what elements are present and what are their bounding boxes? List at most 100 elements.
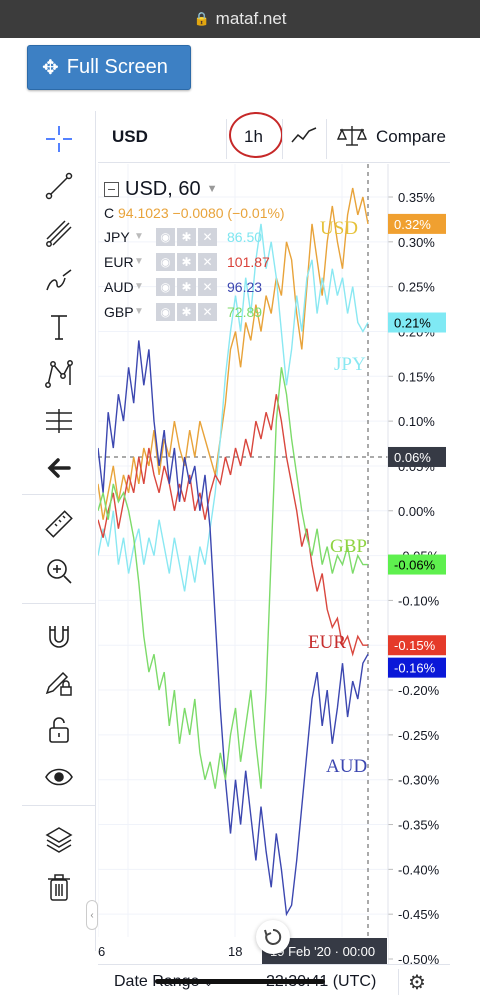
magnet-tool[interactable] <box>22 616 96 656</box>
price-badge-bg <box>388 312 446 333</box>
unlock-icon <box>49 717 69 743</box>
reset-chart-button[interactable] <box>256 920 290 954</box>
delete-tool[interactable] <box>22 867 96 907</box>
legend-series-name: EUR <box>104 253 134 270</box>
text-icon <box>51 315 67 340</box>
back-tool[interactable] <box>22 448 96 488</box>
toolbar-separator <box>22 603 96 604</box>
compare-button[interactable]: Compare <box>376 127 446 146</box>
close-icon[interactable]: ✕ <box>198 277 217 296</box>
series-line-aud <box>97 340 369 917</box>
crosshair-time-label: 19 Feb '20 · 00:00 <box>270 944 375 959</box>
eye-icon[interactable]: ◉ <box>156 302 175 321</box>
chevron-down-icon[interactable]: ▼ <box>134 281 144 292</box>
series-label-jpy: JPY <box>334 354 366 375</box>
layers-tool[interactable] <box>22 820 96 860</box>
lock-drawings-tool[interactable] <box>22 663 96 703</box>
compare-icon[interactable] <box>336 123 368 154</box>
legend-series-name: JPY <box>104 228 130 245</box>
gear-icon[interactable]: ✱ <box>177 227 196 246</box>
trash-icon <box>48 874 70 901</box>
price-badge-label: 0.21% <box>394 316 431 331</box>
close-icon[interactable]: ✕ <box>198 252 217 271</box>
time-axis: 6 18 19 Feb '20 · 00:00 <box>98 937 388 964</box>
close-icon[interactable]: ✕ <box>198 302 217 321</box>
series-label-usd: USD <box>320 218 358 239</box>
trendline-tool[interactable] <box>22 166 96 206</box>
symbol-selector[interactable]: USD <box>112 127 148 146</box>
close-value: 94.1023 <box>118 205 169 221</box>
pattern-icon <box>45 360 73 388</box>
gear-icon[interactable]: ⚙ <box>408 972 426 994</box>
fib-tool[interactable] <box>22 213 96 253</box>
unlock-tool[interactable] <box>22 710 96 750</box>
collapse-legend-icon[interactable] <box>104 181 119 197</box>
line-chart-icon <box>291 127 317 143</box>
legend-series-value: 86.50 <box>227 228 263 245</box>
collapse-toolbar-button[interactable]: ‹ <box>86 900 98 930</box>
legend-series-value: 101.87 <box>227 253 270 270</box>
magnet-icon <box>49 626 69 648</box>
price-badge-bg <box>388 213 446 234</box>
axis-tick-label: 0.10% <box>398 414 435 429</box>
toolbar-divider <box>282 119 283 159</box>
axis-tick-label: -0.40% <box>398 862 440 877</box>
main-symbol-label[interactable]: USD, 60 <box>125 177 201 200</box>
browser-url-bar[interactable]: 🔒 mataf.net <box>0 0 480 38</box>
legend-rows: JPY ▼ ◉ ✱ ✕ 86.50 EUR ▼ ◉ ✱ ✕ 101.87 AUD ▼ ◉ ✱ ✕ 96.23 GBP… <box>104 224 344 324</box>
reset-icon <box>264 928 282 945</box>
brush-tool[interactable] <box>22 260 96 300</box>
close-icon[interactable]: ✕ <box>198 227 217 246</box>
arrow-left-icon <box>47 458 71 478</box>
text-tool[interactable] <box>22 307 96 347</box>
eye-icon[interactable]: ◉ <box>156 252 175 271</box>
legend-series-name: AUD <box>104 278 134 295</box>
legend-row-eur[interactable]: EUR ▼ ◉ ✱ ✕ 101.87 <box>104 249 344 274</box>
legend-row-aud[interactable]: AUD ▼ ◉ ✱ ✕ 96.23 <box>104 274 344 299</box>
series-line-gbp <box>97 367 368 789</box>
legend-series-value: 72.89 <box>227 303 263 320</box>
chevron-down-icon[interactable]: ▼ <box>134 306 144 317</box>
legend-row-jpy[interactable]: JPY ▼ ◉ ✱ ✕ 86.50 <box>104 224 344 249</box>
axis-tick-label: -0.25% <box>398 728 440 743</box>
measure-levels-tool[interactable] <box>22 401 96 441</box>
series-line-eur <box>97 394 368 657</box>
toolbar-divider <box>226 119 227 159</box>
time-tick-label: 18 <box>228 944 242 959</box>
chart-series <box>97 187 369 917</box>
ruler-icon <box>45 510 73 538</box>
drawing-toolbar <box>22 111 96 951</box>
visibility-tool[interactable] <box>22 757 96 797</box>
series-line-usd <box>97 187 369 520</box>
chevron-down-icon[interactable]: ▼ <box>134 231 144 242</box>
highlight-circle <box>229 112 283 158</box>
chevron-left-icon: ‹ <box>90 909 94 921</box>
eye-icon[interactable]: ◉ <box>156 277 175 296</box>
layers-icon <box>45 827 73 853</box>
zoom-tool[interactable] <box>22 551 96 591</box>
series-label-eur: EUR <box>308 632 346 653</box>
chart-style-button[interactable] <box>290 125 318 152</box>
chart-grid <box>97 164 388 964</box>
gear-icon[interactable]: ✱ <box>177 302 196 321</box>
fullscreen-label: Full Screen <box>66 56 168 78</box>
ruler-tool[interactable] <box>22 504 96 544</box>
axis-tick-label: 0.00% <box>398 504 435 519</box>
price-badge-label: -0.16% <box>394 661 436 676</box>
price-badge-bg <box>388 446 446 467</box>
gear-icon[interactable]: ✱ <box>177 252 196 271</box>
legend-row-gbp[interactable]: GBP ▼ ◉ ✱ ✕ 72.89 <box>104 299 344 324</box>
gear-icon[interactable]: ✱ <box>177 277 196 296</box>
price-badge-bg <box>388 554 446 575</box>
price-badge-bg <box>388 657 446 678</box>
fullscreen-button[interactable]: ✥ Full Screen <box>27 45 191 90</box>
series-labels: USD JPY EUR AUD GBP <box>308 218 367 777</box>
chevron-down-icon[interactable]: ▼ <box>134 256 144 267</box>
move-icon: ✥ <box>42 57 59 79</box>
eye-icon[interactable]: ◉ <box>156 227 175 246</box>
price-badges: 0.32% 0.21% 0.06% -0.06% -0.15% -0.16% <box>388 213 446 678</box>
crosshair-tool[interactable] <box>22 119 96 159</box>
pattern-tool[interactable] <box>22 354 96 394</box>
